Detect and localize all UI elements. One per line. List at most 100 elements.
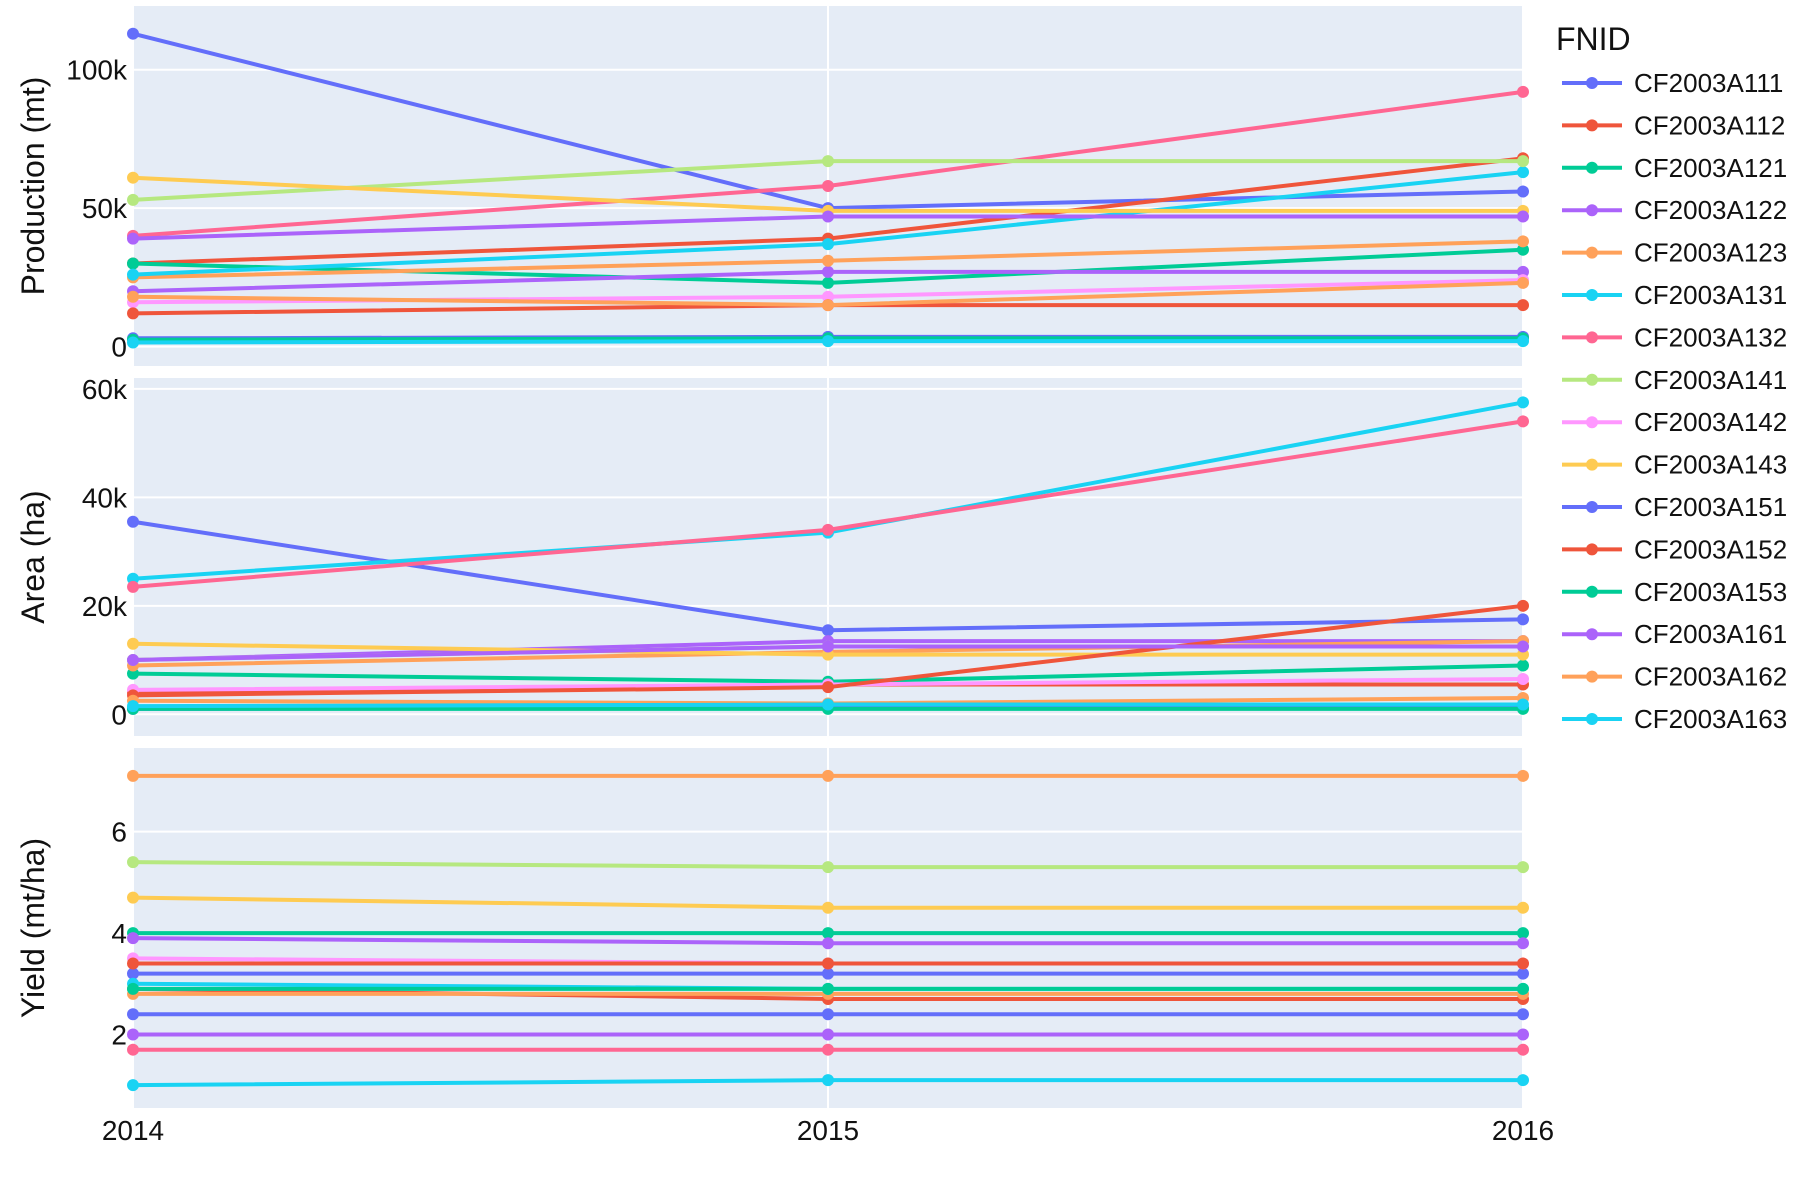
legend-item[interactable]: CF2003A162	[1562, 662, 1787, 692]
data-point	[1517, 1008, 1529, 1021]
data-point	[822, 210, 834, 223]
y-tick-label: 60k	[82, 374, 128, 405]
data-point	[822, 254, 834, 267]
series-layer	[127, 27, 1529, 349]
legend-label: CF2003A132	[1634, 322, 1787, 352]
legend-label: CF2003A163	[1634, 704, 1787, 734]
legend-label: CF2003A152	[1634, 534, 1787, 564]
legend-swatch-marker	[1586, 670, 1598, 683]
data-point	[127, 967, 139, 980]
legend-item[interactable]: CF2003A163	[1562, 704, 1787, 734]
y-tick-label: 40k	[82, 482, 128, 513]
legend-item[interactable]: CF2003A151	[1562, 492, 1787, 522]
data-point	[1517, 640, 1529, 653]
data-point	[127, 257, 139, 270]
legend-item[interactable]: CF2003A111	[1562, 68, 1783, 98]
series-CF2003A163	[127, 335, 1529, 349]
data-point	[127, 580, 139, 593]
legend-item[interactable]: CF2003A123	[1562, 238, 1787, 268]
data-point	[127, 982, 139, 995]
series-CF2003A161	[127, 932, 1529, 950]
data-point	[127, 290, 139, 303]
legend-label: CF2003A122	[1634, 195, 1787, 225]
series-layer	[127, 396, 1529, 715]
data-point	[1517, 769, 1529, 782]
data-point	[1517, 415, 1529, 428]
data-point	[822, 290, 834, 303]
data-point	[822, 698, 834, 711]
data-point	[1517, 396, 1529, 409]
series-CF2003A153	[127, 982, 1529, 995]
data-point	[127, 1008, 139, 1021]
legend-label: CF2003A161	[1634, 619, 1787, 649]
data-point	[1517, 613, 1529, 626]
data-point	[127, 891, 139, 904]
legend-item[interactable]: CF2003A132	[1562, 322, 1787, 352]
panel-yield: 2 4 6 Yield (mt/ha)	[15, 748, 1529, 1108]
legend-item[interactable]: CF2003A112	[1562, 110, 1785, 140]
panel-production: 0 50k 100k Production (mt)	[15, 6, 1529, 366]
panel-area: 0 20k 40k 60k Area (ha)	[15, 374, 1529, 736]
legend-swatch-marker	[1586, 246, 1598, 259]
legend-item[interactable]: CF2003A121	[1562, 153, 1787, 183]
legend-swatch-marker	[1586, 161, 1598, 174]
data-point	[127, 637, 139, 650]
y-tick-label: 2	[111, 1019, 127, 1050]
legend-swatch-marker	[1586, 458, 1598, 471]
data-point	[1517, 85, 1529, 98]
legend-item[interactable]: CF2003A161	[1562, 619, 1787, 649]
data-point	[822, 1008, 834, 1021]
data-point	[1517, 235, 1529, 248]
data-point	[127, 957, 139, 970]
legend-item[interactable]: CF2003A131	[1562, 280, 1787, 310]
legend-item[interactable]: CF2003A142	[1562, 407, 1787, 437]
legend-item[interactable]: CF2003A141	[1562, 365, 1787, 395]
data-point	[127, 1028, 139, 1041]
series-CF2003A131	[127, 166, 1529, 281]
legend-label: CF2003A121	[1634, 153, 1787, 183]
y-axis-title-yield: Yield (mt/ha)	[15, 838, 51, 1018]
data-point	[1517, 1028, 1529, 1041]
data-point	[822, 265, 834, 278]
series-CF2003A151	[127, 1008, 1529, 1021]
legend-label: CF2003A123	[1634, 238, 1787, 268]
series-CF2003A143	[127, 891, 1529, 914]
data-point	[822, 523, 834, 536]
data-point	[822, 937, 834, 950]
legend-item[interactable]: CF2003A143	[1562, 450, 1787, 480]
legend-swatch-marker	[1586, 77, 1598, 89]
series-CF2003A111	[127, 515, 1529, 637]
data-point	[1517, 659, 1529, 672]
y-tick-label: 0	[111, 332, 127, 363]
series-CF2003A152	[127, 957, 1529, 970]
data-point	[1517, 276, 1529, 289]
series-CF2003A161	[127, 640, 1529, 667]
x-tick-label: 2015	[797, 1115, 859, 1146]
data-point	[127, 515, 139, 528]
data-point	[1517, 1074, 1529, 1087]
legend-swatch-marker	[1586, 119, 1598, 132]
legend-label: CF2003A162	[1634, 662, 1787, 692]
data-point	[127, 232, 139, 245]
legend-item[interactable]: CF2003A152	[1562, 534, 1787, 564]
data-point	[127, 769, 139, 782]
data-point	[1517, 185, 1529, 198]
series-CF2003A162	[127, 276, 1529, 312]
data-point	[127, 307, 139, 320]
legend-item[interactable]: CF2003A122	[1562, 195, 1787, 225]
data-point	[127, 336, 139, 349]
data-point	[822, 1028, 834, 1041]
data-point	[1517, 155, 1529, 168]
data-point	[822, 861, 834, 874]
data-point	[127, 856, 139, 869]
data-point	[822, 927, 834, 940]
data-point	[1517, 937, 1529, 950]
legend-swatch-marker	[1586, 204, 1598, 217]
legend-item[interactable]: CF2003A153	[1562, 577, 1787, 607]
series-CF2003A162	[127, 769, 1529, 782]
panels-layer: 0 50k 100k Production (mt) 0 20k 40k 60k Area (h…	[15, 6, 1529, 1108]
data-point	[1517, 967, 1529, 980]
series-CF2003A122	[127, 1028, 1529, 1041]
legend-swatch-marker	[1586, 373, 1598, 386]
